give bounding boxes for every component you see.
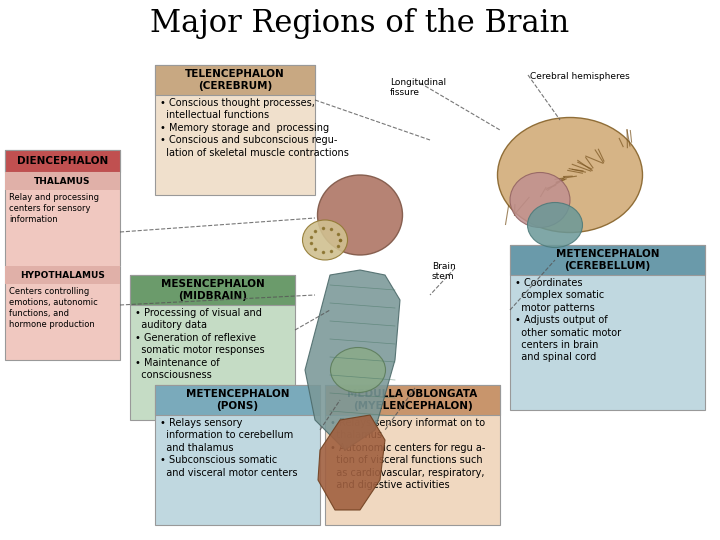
Bar xyxy=(510,245,705,410)
Ellipse shape xyxy=(318,175,402,255)
Text: MESENCEPHALON
(MIDBRAIN): MESENCEPHALON (MIDBRAIN) xyxy=(161,279,264,301)
Ellipse shape xyxy=(510,172,570,227)
Text: Brain
stem: Brain stem xyxy=(432,262,456,281)
Ellipse shape xyxy=(330,348,385,393)
Ellipse shape xyxy=(528,202,582,247)
Text: METENCEPHALON
(CEREBELLUM): METENCEPHALON (CEREBELLUM) xyxy=(556,249,660,271)
Text: Cerebral hemispheres: Cerebral hemispheres xyxy=(530,72,630,81)
Ellipse shape xyxy=(498,118,642,233)
Bar xyxy=(130,275,295,305)
Ellipse shape xyxy=(302,220,348,260)
Text: • Coordinates
  complex somatic
  motor patterns
• Adjusts output of
  other som: • Coordinates complex somatic motor patt… xyxy=(515,278,621,362)
Bar xyxy=(155,385,320,415)
Bar xyxy=(155,65,315,195)
Polygon shape xyxy=(305,270,400,450)
Text: Relay and processing
centers for sensory
information: Relay and processing centers for sensory… xyxy=(9,193,99,224)
Text: Longitudinal
fissure: Longitudinal fissure xyxy=(390,78,446,97)
Bar xyxy=(155,65,315,95)
Bar xyxy=(5,172,120,190)
Text: • Conscious thought processes,
  intellectual functions
• Memory storage and  pr: • Conscious thought processes, intellect… xyxy=(160,98,349,158)
Bar xyxy=(5,150,120,360)
Text: Centers controlling
emotions, autonomic
functions, and
hormone production: Centers controlling emotions, autonomic … xyxy=(9,287,98,329)
Bar xyxy=(5,150,120,172)
Text: HYPOTHALAMUS: HYPOTHALAMUS xyxy=(20,271,105,280)
Bar xyxy=(325,385,500,525)
Polygon shape xyxy=(318,415,385,510)
Bar xyxy=(130,275,295,420)
Text: THALAMUS: THALAMUS xyxy=(35,177,91,186)
Text: • Relays sensory
  information to cerebellum
  and thalamus
• Subconscious somat: • Relays sensory information to cerebell… xyxy=(160,418,297,477)
Bar xyxy=(5,266,120,284)
Text: TELENCEPHALON
(CEREBRUM): TELENCEPHALON (CEREBRUM) xyxy=(185,69,285,91)
Bar xyxy=(510,245,705,275)
Text: • Relays sensory informat on to
  thalamus
• Autonomic centers for regu a-
  tio: • Relays sensory informat on to thalamus… xyxy=(330,418,485,490)
Text: MEDULLA OBLONGATA
(MYELENCEPHALON): MEDULLA OBLONGATA (MYELENCEPHALON) xyxy=(347,389,477,411)
Text: • Processing of visual and
  auditory data
• Generation of reflexive
  somatic m: • Processing of visual and auditory data… xyxy=(135,308,265,380)
Bar xyxy=(155,385,320,525)
Text: METENCEPHALON
(PONS): METENCEPHALON (PONS) xyxy=(186,389,289,411)
Text: Major Regions of the Brain: Major Regions of the Brain xyxy=(150,8,570,39)
Bar xyxy=(325,385,500,415)
Text: DIENCEPHALON: DIENCEPHALON xyxy=(17,156,108,166)
